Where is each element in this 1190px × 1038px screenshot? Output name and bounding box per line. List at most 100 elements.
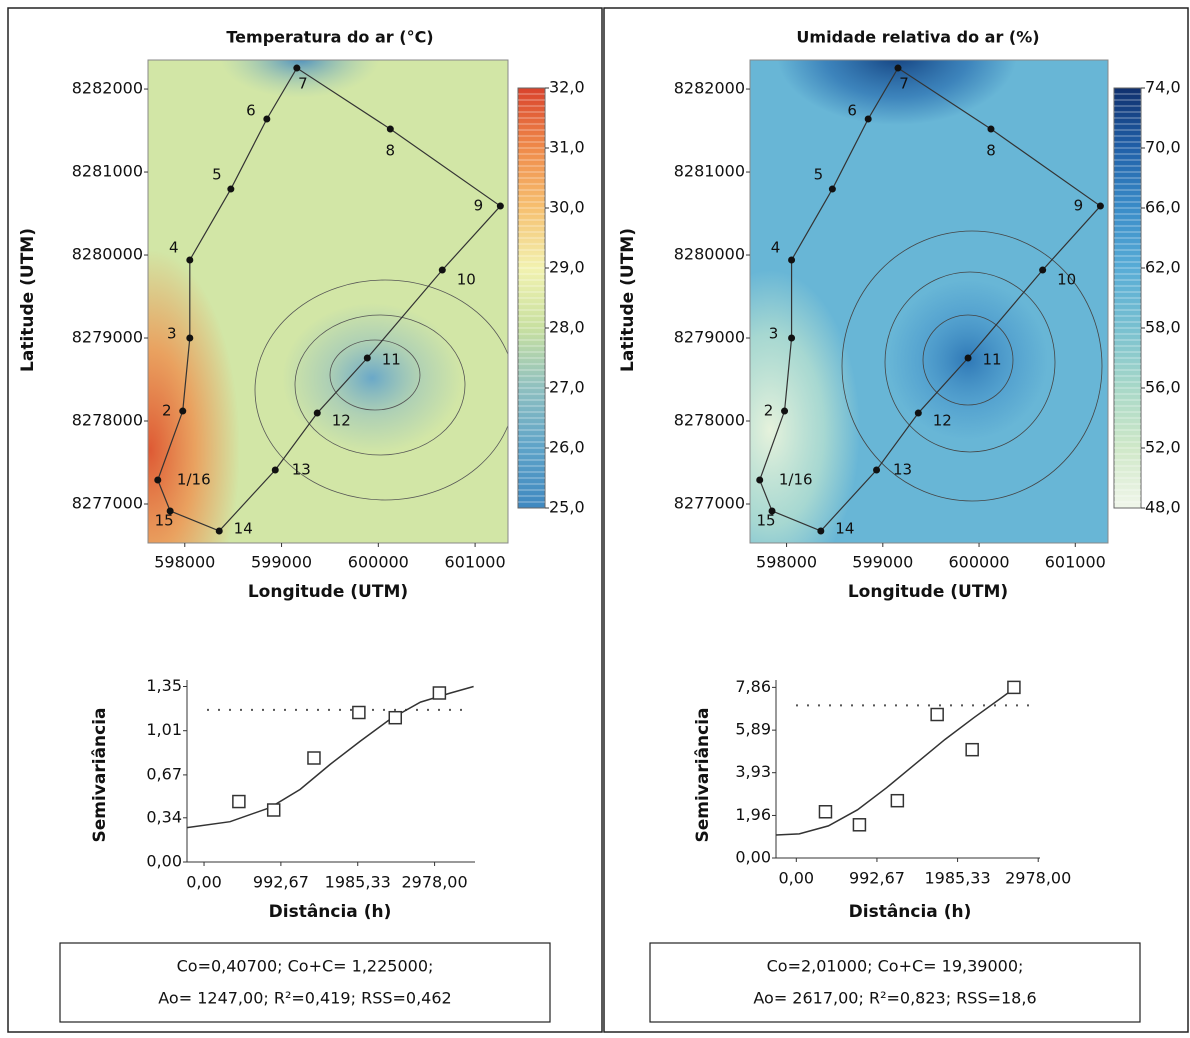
x-tick-label: 598000 (154, 553, 215, 572)
x-tick-label: 992,67 (253, 873, 309, 892)
station (1096, 202, 1104, 210)
station (386, 125, 394, 133)
parameter-text: Ao= 1247,00; R²=0,419; RSS=0,462 (158, 989, 451, 1008)
model-curve (775, 683, 1021, 836)
station (227, 185, 235, 193)
y-tick-label: 8279000 (674, 328, 745, 347)
x-tick-label: 600000 (348, 553, 409, 572)
station (756, 476, 764, 484)
variogram-point (232, 794, 246, 809)
map-title: Temperatura do ar (°C) (226, 28, 433, 47)
colorbar-label: 66,0 (1145, 198, 1181, 217)
transect (759, 479, 773, 512)
y-tick-label: 8278000 (72, 411, 143, 430)
station-label: 1/16 (177, 471, 211, 489)
station (186, 256, 194, 264)
colorbar-label: 52,0 (1145, 438, 1181, 457)
variogram-point (432, 686, 447, 700)
station (987, 125, 995, 133)
x-axis-label: Longitude (UTM) (848, 582, 1008, 602)
station-label: 4 (771, 239, 781, 257)
colorbar-label: 48,0 (1145, 498, 1181, 517)
station (215, 527, 223, 535)
y-tick-label: 8280000 (72, 245, 143, 264)
colorbar (1113, 87, 1142, 509)
y-tick-label: 7,86 (735, 677, 771, 696)
station-label: 3 (769, 325, 779, 343)
station-label: 4 (169, 239, 179, 257)
x-axis-label: Distância (h) (269, 902, 392, 922)
model-curve (186, 685, 474, 829)
variogram-point (930, 707, 944, 722)
y-tick-label: 8278000 (674, 411, 745, 430)
x-tick-label: 1985,33 (924, 869, 990, 888)
y-tick-label: 0,34 (146, 807, 182, 826)
contour-field (148, 60, 508, 543)
x-tick-label: 601000 (445, 553, 506, 572)
y-tick-label: 0,00 (735, 848, 771, 867)
station (263, 115, 271, 123)
x-tick-label: 599000 (852, 553, 913, 572)
colorbar-label: 62,0 (1145, 258, 1181, 277)
y-axis-label: Latitude (UTM) (618, 228, 638, 372)
y-tick-label: 1,35 (146, 676, 182, 695)
colorbar-label: 25,0 (549, 498, 585, 517)
y-tick-label: 8281000 (674, 162, 745, 181)
map-title: Umidade relativa do ar (%) (796, 28, 1039, 47)
station-label: 13 (292, 460, 311, 478)
station-label: 3 (167, 325, 177, 343)
colorbar-label: 58,0 (1145, 318, 1181, 337)
transect (157, 479, 171, 512)
station (864, 115, 872, 123)
x-tick-label: 601000 (1045, 553, 1106, 572)
station (166, 507, 174, 515)
station (817, 527, 825, 535)
colorbar-label: 30,0 (549, 198, 585, 217)
colorbar-label: 31,0 (549, 138, 585, 157)
station-label: 11 (382, 351, 401, 369)
y-axis-label: Latitude (UTM) (18, 228, 38, 372)
station (496, 202, 504, 210)
y-tick-label: 8282000 (674, 79, 745, 98)
x-tick-label: 992,67 (849, 869, 905, 888)
station (964, 354, 972, 362)
x-tick-label: 2978,00 (402, 873, 468, 892)
station (914, 409, 922, 417)
station-label: 2 (162, 402, 172, 420)
station-label: 10 (1057, 271, 1076, 289)
parameter-box (649, 942, 1141, 1023)
parameter-text: Co=0,40700; Co+C= 1,225000; (177, 957, 434, 976)
variogram-point (965, 742, 979, 757)
station-label: 5 (212, 166, 222, 184)
station (873, 466, 881, 474)
x-axis-label: Longitude (UTM) (248, 582, 408, 602)
station (438, 266, 446, 274)
station-label: 9 (474, 197, 484, 215)
station-label: 15 (756, 511, 775, 529)
contour-field (750, 60, 1108, 543)
y-axis-label: Semivariância (693, 707, 713, 842)
variogram-point (890, 793, 905, 808)
station-label: 8 (386, 142, 396, 160)
station-label: 12 (933, 412, 952, 430)
station (186, 334, 194, 342)
station (894, 64, 902, 72)
station (363, 354, 371, 362)
y-tick-label: 8281000 (72, 162, 143, 181)
station (828, 185, 836, 193)
station (293, 64, 301, 72)
station-label: 13 (893, 460, 912, 478)
colorbar-label: 32,0 (549, 78, 585, 97)
parameter-text: Co=2,01000; Co+C= 19,39000; (767, 957, 1024, 976)
parameter-text: Ao= 2617,00; R²=0,823; RSS=18,6 (753, 989, 1036, 1008)
colorbar-label: 70,0 (1145, 138, 1181, 157)
station-label: 12 (332, 412, 351, 430)
y-tick-label: 8277000 (674, 493, 745, 512)
y-tick-label: 1,96 (735, 805, 771, 824)
station (179, 407, 187, 415)
x-tick-label: 598000 (756, 553, 817, 572)
colorbar-label: 26,0 (549, 438, 585, 457)
station-label: 7 (899, 75, 909, 93)
station (1039, 266, 1047, 274)
